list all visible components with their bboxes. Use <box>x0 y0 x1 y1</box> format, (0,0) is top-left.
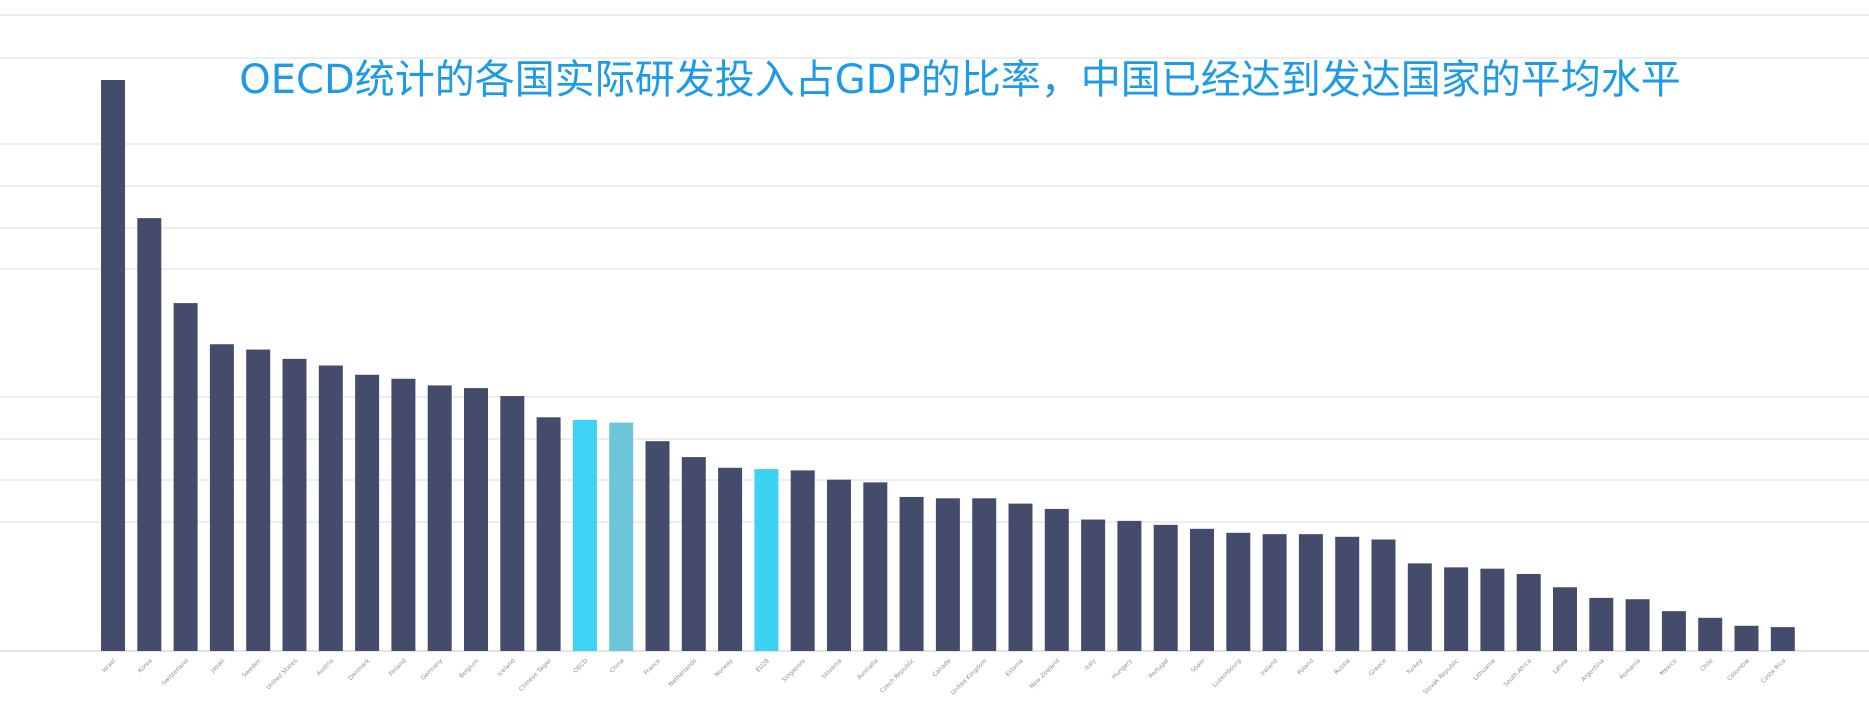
bar <box>1371 539 1396 651</box>
bar <box>391 378 416 651</box>
x-tick-label: South Africa <box>1502 657 1533 688</box>
x-tick-label: Slovenia <box>820 657 843 680</box>
bar <box>246 349 271 651</box>
x-tick-label: OECD <box>572 657 589 674</box>
x-tick-label: Netherlands <box>667 657 698 688</box>
bar <box>1153 524 1178 651</box>
bar <box>645 441 670 651</box>
bar <box>500 396 525 651</box>
bar <box>1298 534 1323 651</box>
bar <box>536 417 561 651</box>
bar <box>572 419 597 651</box>
bar <box>1335 536 1360 651</box>
bar <box>863 482 888 651</box>
x-tick-label: Sweden <box>241 657 263 679</box>
x-tick-label: Germany <box>420 657 445 682</box>
bar <box>1226 532 1251 651</box>
x-tick-label: Switzerland <box>160 657 190 687</box>
bar <box>754 469 779 651</box>
bar <box>1770 627 1795 651</box>
x-tick-label: Norway <box>713 657 734 678</box>
bar <box>355 374 380 651</box>
x-tick-label: Lithuania <box>1472 657 1497 682</box>
bar <box>1081 519 1106 651</box>
x-tick-label: Luxembourg <box>1211 657 1243 689</box>
bar <box>790 470 815 651</box>
x-tick-label: Chile <box>1699 657 1715 673</box>
bar <box>464 388 488 651</box>
x-tick-label: Singapore <box>781 657 808 684</box>
bar <box>1008 503 1033 651</box>
bar <box>1734 625 1759 651</box>
bar <box>718 467 743 651</box>
bar <box>1661 611 1686 651</box>
x-tick-label: Costa Rica <box>1760 657 1788 685</box>
x-tick-label: Iceland <box>496 657 516 677</box>
x-tick-label: United Kingdom <box>950 657 989 696</box>
bar <box>972 498 997 651</box>
x-tick-label: Hungary <box>1111 657 1134 680</box>
bar <box>681 457 706 651</box>
bar <box>1625 599 1650 651</box>
x-tick-label: France <box>643 657 662 676</box>
x-tick-label: Greece <box>1368 657 1388 677</box>
x-tick-label: Chinese Taipei <box>518 657 554 693</box>
bar <box>1480 568 1505 651</box>
bar <box>173 303 198 651</box>
x-tick-label: Canada <box>931 657 952 678</box>
bar <box>1589 597 1614 651</box>
x-tick-label: Spain <box>1190 657 1207 674</box>
x-tick-label: Belgium <box>458 657 480 679</box>
x-tick-label: Denmark <box>347 657 372 682</box>
bar <box>609 422 634 651</box>
x-tick-label: Colombia <box>1726 657 1751 682</box>
bar <box>1407 563 1432 651</box>
x-tick-label: Japan <box>209 657 227 675</box>
x-tick-label: Korea <box>137 657 154 674</box>
x-tick-label: Poland <box>1296 657 1315 676</box>
x-tick-label: United States <box>265 657 299 691</box>
bar <box>1444 567 1469 651</box>
bar <box>209 344 234 651</box>
chart-title: OECD统计的各国实际研发投入占GDP的比率，中国已经达到发达国家的平均水平 <box>239 57 1680 103</box>
bar <box>1553 587 1577 651</box>
bar <box>1516 573 1541 651</box>
x-tick-label: Slovak Republic <box>1422 657 1460 695</box>
bar <box>137 218 162 651</box>
x-tick-label: Estonia <box>1004 657 1025 678</box>
x-tick-label: Ireland <box>1259 657 1279 677</box>
bar <box>1044 508 1069 651</box>
bar <box>935 498 960 651</box>
x-tick-label: Italy <box>1083 657 1097 671</box>
bar <box>899 496 924 651</box>
x-tick-label: Czech Republic <box>879 657 916 694</box>
x-tick-label: Israel <box>101 657 118 674</box>
bar <box>427 385 452 651</box>
x-tick-label: Russia <box>1333 657 1352 676</box>
bar <box>101 80 125 651</box>
x-tick-label: Latvia <box>1552 657 1570 675</box>
x-tick-label: Portugal <box>1148 657 1171 680</box>
x-tick-label: New Zealand <box>1028 657 1061 690</box>
x-tick-label: Finland <box>388 657 408 677</box>
bar <box>1262 534 1287 651</box>
x-tick-label: Mexico <box>1659 657 1679 677</box>
x-tick-label: Austria <box>315 657 335 677</box>
bar <box>318 365 343 651</box>
bar <box>1698 617 1723 651</box>
x-tick-label: Turkey <box>1405 657 1425 677</box>
x-tick-label: EU28 <box>755 657 771 673</box>
bar <box>1117 520 1142 651</box>
x-tick-label: Romania <box>1619 657 1643 681</box>
x-tick-label: China <box>609 657 626 674</box>
bar <box>1190 528 1214 651</box>
x-tick-label: Argentina <box>1580 657 1606 683</box>
bar <box>827 479 851 651</box>
x-tick-label: Australia <box>856 657 880 681</box>
bar <box>282 358 307 651</box>
